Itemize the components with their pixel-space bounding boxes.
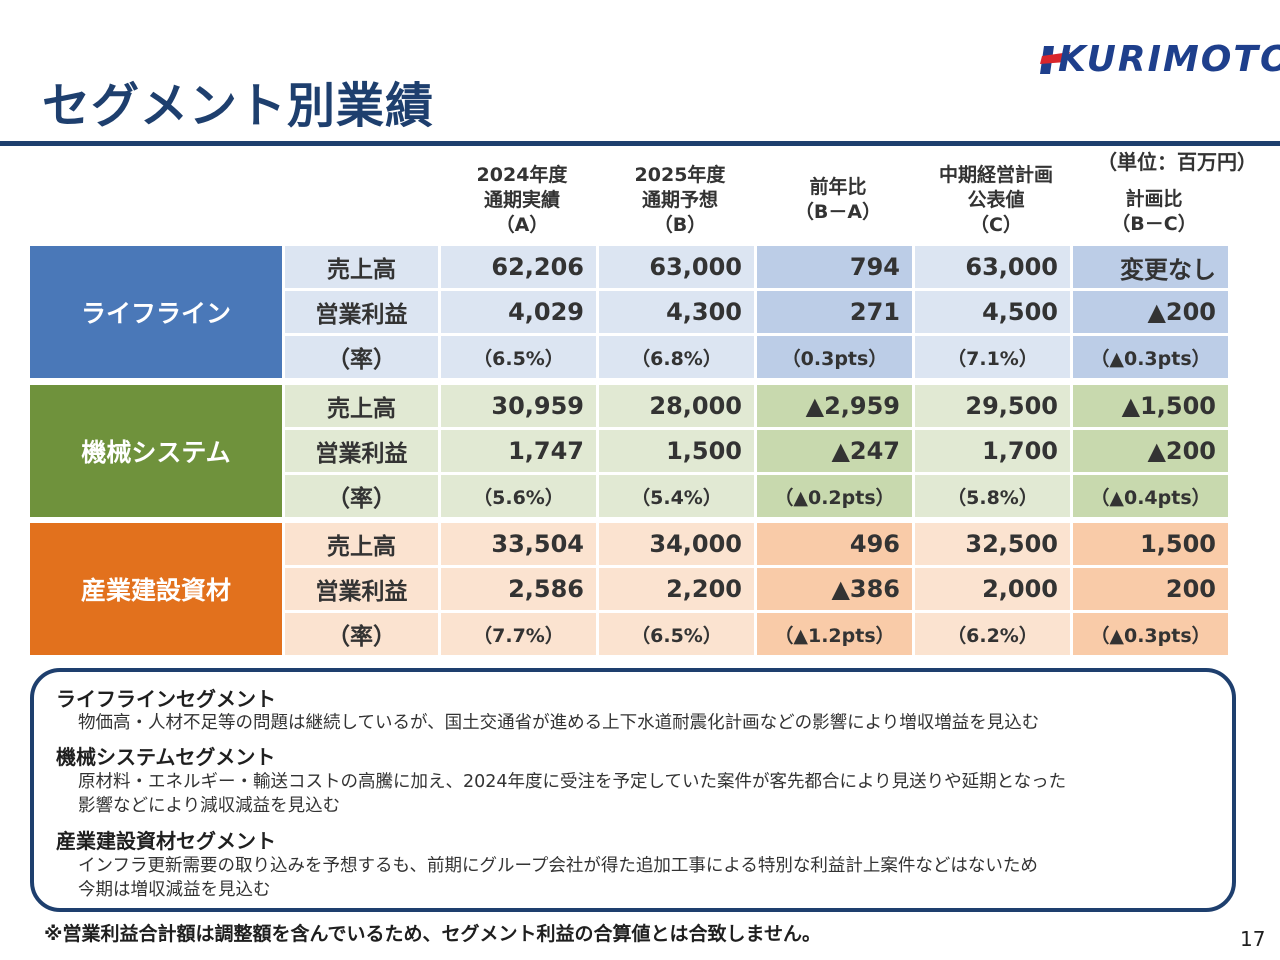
cell-operating-profit-2024-actual: 1,747: [441, 430, 596, 472]
segment-name-cell: 機械システム: [30, 385, 282, 517]
cell-margin-2025-forecast: （5.4%）: [599, 475, 754, 517]
row-label-sales: 売上高: [285, 385, 438, 427]
commentary-heading-machinery: 機械システムセグメント: [56, 745, 276, 769]
cell-margin-2025-forecast: （6.8%）: [599, 336, 754, 378]
cell-sales-2025-forecast: 28,000: [599, 385, 754, 427]
commentary-heading-construction-materials: 産業建設資材セグメント: [56, 829, 276, 853]
commentary-text: 原材料・エネルギー・輸送コストの高騰に加え、2024年度に受注を予定していた案件…: [78, 772, 1067, 792]
cell-operating-profit-vs-plan: ▲200: [1073, 430, 1228, 472]
cell-operating-profit-2024-actual: 2,586: [441, 568, 596, 610]
cell-operating-profit-2025-forecast: 1,500: [599, 430, 754, 472]
page-number: 17: [1240, 927, 1266, 951]
segment-name-cell: 産業建設資材: [30, 523, 282, 655]
cell-sales-yoy: 794: [757, 246, 912, 288]
cell-sales-2024-actual: 62,206: [441, 246, 596, 288]
column-header-2025-forecast: 2025年度 通期予想 （B）: [634, 163, 726, 236]
cell-operating-profit-2025-forecast: 2,200: [599, 568, 754, 610]
cell-sales-yoy: 496: [757, 523, 912, 565]
cell-sales-yoy: ▲2,959: [757, 385, 912, 427]
logo-mark-icon: [1040, 46, 1070, 74]
cell-sales-2024-actual: 30,959: [441, 385, 596, 427]
row-label-operating-profit: 営業利益: [285, 291, 438, 333]
cell-sales-vs-plan: ▲1,500: [1073, 385, 1228, 427]
column-header-yoy: 前年比 （B－A）: [794, 176, 882, 223]
cell-margin-vs-plan: （▲0.3pts）: [1073, 336, 1228, 378]
cell-operating-profit-mid-term-plan: 2,000: [915, 568, 1070, 610]
cell-sales-vs-plan: 1,500: [1073, 523, 1228, 565]
cell-operating-profit-vs-plan: 200: [1073, 568, 1228, 610]
cell-operating-profit-2024-actual: 4,029: [441, 291, 596, 333]
row-label-margin: （率）: [285, 475, 438, 517]
cell-margin-2024-actual: （6.5%）: [441, 336, 596, 378]
kurimoto-logo: KURIMOTO: [1040, 38, 1280, 82]
cell-operating-profit-yoy: ▲247: [757, 430, 912, 472]
cell-margin-mid-term-plan: （7.1%）: [915, 336, 1070, 378]
row-label-sales: 売上高: [285, 523, 438, 565]
column-header-2024-actual: 2024年度 通期実績 （A）: [476, 163, 568, 236]
cell-operating-profit-yoy: ▲386: [757, 568, 912, 610]
cell-sales-mid-term-plan: 32,500: [915, 523, 1070, 565]
cell-sales-2025-forecast: 34,000: [599, 523, 754, 565]
cell-sales-2025-forecast: 63,000: [599, 246, 754, 288]
cell-margin-vs-plan: （▲0.3pts）: [1073, 613, 1228, 655]
cell-operating-profit-yoy: 271: [757, 291, 912, 333]
cell-operating-profit-mid-term-plan: 4,500: [915, 291, 1070, 333]
cell-sales-vs-plan: 変更なし: [1073, 246, 1228, 288]
commentary-text: 物価高・人材不足等の問題は継続しているが、国土交通省が進める上下水道耐震化計画な…: [78, 713, 1040, 733]
segment-name-cell: ライフライン: [30, 246, 282, 378]
page-title: セグメント別業績: [42, 78, 435, 134]
unit-label: （単位：百万円）: [1097, 150, 1257, 174]
cell-sales-mid-term-plan: 29,500: [915, 385, 1070, 427]
cell-operating-profit-2025-forecast: 4,300: [599, 291, 754, 333]
logo-text: KURIMOTO: [1058, 39, 1280, 80]
commentary-box: [30, 668, 1236, 912]
title-divider: [0, 141, 1280, 146]
cell-margin-yoy: （▲1.2pts）: [757, 613, 912, 655]
cell-margin-yoy: （0.3pts）: [757, 336, 912, 378]
cell-margin-yoy: （▲0.2pts）: [757, 475, 912, 517]
cell-margin-mid-term-plan: （5.8%）: [915, 475, 1070, 517]
cell-sales-2024-actual: 33,504: [441, 523, 596, 565]
cell-sales-mid-term-plan: 63,000: [915, 246, 1070, 288]
column-header-vs-plan: 計画比 （B－C）: [1111, 188, 1197, 235]
commentary-heading-lifeline: ライフラインセグメント: [56, 687, 276, 711]
row-label-operating-profit: 営業利益: [285, 568, 438, 610]
commentary-text: インフラ更新需要の取り込みを予想するも、前期にグループ会社が得た追加工事による特…: [78, 856, 1038, 876]
commentary-text: 影響などにより減収減益を見込む: [78, 796, 341, 816]
cell-margin-2025-forecast: （6.5%）: [599, 613, 754, 655]
commentary-text: 今期は増収減益を見込む: [78, 880, 271, 900]
row-label-margin: （率）: [285, 336, 438, 378]
row-label-margin: （率）: [285, 613, 438, 655]
footnote: ※営業利益合計額は調整額を含んでいるため、セグメント利益の合算値とは合致しません…: [44, 923, 821, 945]
cell-operating-profit-vs-plan: ▲200: [1073, 291, 1228, 333]
column-header-mid-term-plan: 中期経営計画 公表値 （C）: [938, 163, 1053, 236]
cell-margin-mid-term-plan: （6.2%）: [915, 613, 1070, 655]
cell-operating-profit-mid-term-plan: 1,700: [915, 430, 1070, 472]
cell-margin-vs-plan: （▲0.4pts）: [1073, 475, 1228, 517]
cell-margin-2024-actual: （7.7%）: [441, 613, 596, 655]
row-label-sales: 売上高: [285, 246, 438, 288]
cell-margin-2024-actual: （5.6%）: [441, 475, 596, 517]
row-label-operating-profit: 営業利益: [285, 430, 438, 472]
